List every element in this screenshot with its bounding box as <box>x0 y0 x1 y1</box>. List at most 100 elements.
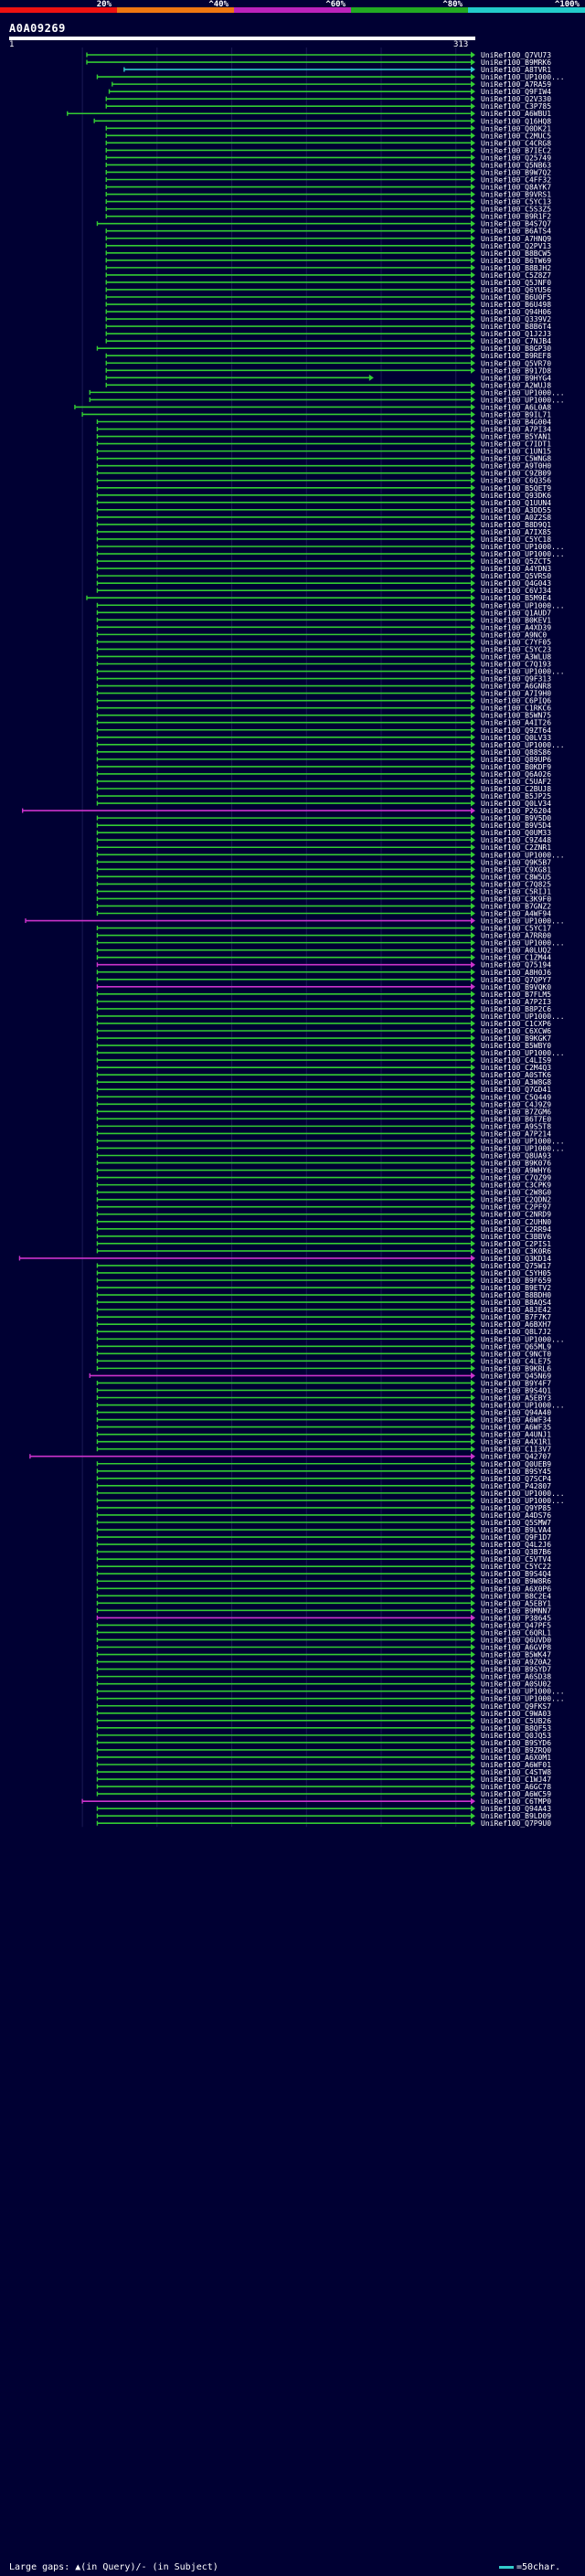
hit-label[interactable]: UniRef100_A5EBY3 <box>481 1394 551 1402</box>
hit-label[interactable]: UniRef100_Q0LV33 <box>481 734 551 742</box>
hit-label[interactable]: UniRef100_C6PIQ6 <box>481 697 551 705</box>
hit-label[interactable]: UniRef100_C4STW8 <box>481 1768 551 1776</box>
hit-label[interactable]: UniRef100_UP1000... <box>481 1049 565 1057</box>
hit-label[interactable]: UniRef100_UP1000... <box>481 939 565 948</box>
hit-label[interactable]: UniRef100_B8BCW5 <box>481 249 551 258</box>
hit-label[interactable]: UniRef100_C2W8G0 <box>481 1189 551 1197</box>
hit-label[interactable]: UniRef100_P26204 <box>481 807 551 815</box>
hit-label[interactable]: UniRef100_B9IL71 <box>481 410 551 419</box>
hit-label[interactable]: UniRef100_C2M4Q3 <box>481 1064 551 1072</box>
hit-label[interactable]: UniRef100_Q8AYK7 <box>481 184 551 192</box>
hit-label[interactable]: UniRef100_A4XD39 <box>481 623 551 631</box>
hit-label[interactable]: UniRef100_B6T7E0 <box>481 1115 551 1123</box>
hit-label[interactable]: UniRef100_Q6UVD0 <box>481 1636 551 1644</box>
hit-label[interactable]: UniRef100_B5QET9 <box>481 484 551 493</box>
hit-label[interactable]: UniRef100_B0KDF9 <box>481 763 551 771</box>
hit-label[interactable]: UniRef100_B9KGK7 <box>481 1034 551 1043</box>
hit-label[interactable]: UniRef100_B5JP25 <box>481 792 551 800</box>
hit-label[interactable]: UniRef100_B9REF8 <box>481 352 551 360</box>
hit-label[interactable]: UniRef100_Q9F313 <box>481 675 551 684</box>
hit-label[interactable]: UniRef100_C3K9F0 <box>481 895 551 903</box>
hit-label[interactable]: UniRef100_B9LD09 <box>481 1812 551 1820</box>
hit-label[interactable]: UniRef100_Q75W17 <box>481 1262 551 1270</box>
hit-label[interactable]: UniRef100_A0SU02 <box>481 1680 551 1689</box>
hit-label[interactable]: UniRef100_Q94A40 <box>481 1409 551 1417</box>
hit-label[interactable]: UniRef100_A6GNR8 <box>481 683 551 691</box>
hit-label[interactable]: UniRef100_B9W7Q2 <box>481 168 551 176</box>
hit-label[interactable]: UniRef100_B8B6T4 <box>481 323 551 331</box>
hit-label[interactable]: UniRef100_UP1000... <box>481 917 565 926</box>
hit-label[interactable]: UniRef100_A7RA59 <box>481 80 551 89</box>
hit-label[interactable]: UniRef100_C9WA03 <box>481 1710 551 1718</box>
hit-label[interactable]: UniRef100_UP1000... <box>481 1012 565 1021</box>
hit-label[interactable]: UniRef100_A0STK6 <box>481 1071 551 1079</box>
hit-label[interactable]: UniRef100_Q0LV34 <box>481 800 551 808</box>
hit-label[interactable]: UniRef100_B7FLM5 <box>481 991 551 999</box>
hit-label[interactable]: UniRef100_C1ZM44 <box>481 954 551 962</box>
hit-label[interactable]: UniRef100_Q9F1D7 <box>481 1533 551 1542</box>
hit-label[interactable]: UniRef100_A4X1R1 <box>481 1438 551 1447</box>
hit-label[interactable]: UniRef100_UP1000... <box>481 543 565 551</box>
hit-label[interactable]: UniRef100_A9T0H0 <box>481 462 551 471</box>
hit-label[interactable]: UniRef100_A7P214 <box>481 1129 551 1138</box>
hit-label[interactable]: UniRef100_C6VJ34 <box>481 587 551 595</box>
hit-label[interactable]: UniRef100_Q7GD41 <box>481 1086 551 1094</box>
hit-label[interactable]: UniRef100_C1I3V7 <box>481 1446 551 1454</box>
hit-label[interactable]: UniRef100_A8JE42 <box>481 1306 551 1314</box>
hit-label[interactable]: UniRef100_Q2V330 <box>481 95 551 103</box>
hit-label[interactable]: UniRef100_Q94H06 <box>481 308 551 316</box>
hit-label[interactable]: UniRef100_C5YC13 <box>481 198 551 207</box>
hit-label[interactable]: UniRef100_B8BJH2 <box>481 264 551 272</box>
hit-label[interactable]: UniRef100_B5WBY0 <box>481 1042 551 1050</box>
hit-label[interactable]: UniRef100_A6WF01 <box>481 1761 551 1769</box>
hit-label[interactable]: UniRef100_C2QDN2 <box>481 1196 551 1204</box>
hit-label[interactable]: UniRef100_Q1AUD7 <box>481 609 551 617</box>
hit-label[interactable]: UniRef100_Q94A43 <box>481 1805 551 1813</box>
hit-label[interactable]: UniRef100_B5WN75 <box>481 712 551 720</box>
hit-label[interactable]: UniRef100_C4J9Z9 <box>481 1100 551 1108</box>
hit-label[interactable]: UniRef100_C6Q356 <box>481 477 551 485</box>
hit-label[interactable]: UniRef100_UP1000... <box>481 73 565 81</box>
hit-label[interactable]: UniRef100_P42807 <box>481 1482 551 1490</box>
hit-label[interactable]: UniRef100_C9NCT0 <box>481 1350 551 1358</box>
hit-label[interactable]: UniRef100_Q47PF5 <box>481 1621 551 1629</box>
hit-label[interactable]: UniRef100_C1RKC6 <box>481 705 551 713</box>
hit-label[interactable]: UniRef100_C2RR94 <box>481 1225 551 1234</box>
hit-label[interactable]: UniRef100_A7RR00 <box>481 932 551 940</box>
hit-label[interactable]: UniRef100_Q65ML9 <box>481 1342 551 1351</box>
hit-label[interactable]: UniRef100_A6SD38 <box>481 1673 551 1681</box>
hit-label[interactable]: UniRef100_B9W8R6 <box>481 1577 551 1585</box>
hit-label[interactable]: UniRef100_A4YDN3 <box>481 565 551 573</box>
hit-label[interactable]: UniRef100_A3DD55 <box>481 506 551 514</box>
hit-label[interactable]: UniRef100_B9ETV2 <box>481 1284 551 1292</box>
hit-label[interactable]: UniRef100_A6L0A8 <box>481 403 551 411</box>
hit-label[interactable]: UniRef100_B8QF53 <box>481 1724 551 1733</box>
hit-label[interactable]: UniRef100_UP1000... <box>481 1688 565 1696</box>
hit-label[interactable]: UniRef100_C9XG81 <box>481 865 551 874</box>
hit-label[interactable]: UniRef100_A6X0P6 <box>481 1585 551 1593</box>
hit-label[interactable]: UniRef100_Q0UM33 <box>481 829 551 837</box>
hit-label[interactable]: UniRef100_A6WC59 <box>481 1790 551 1798</box>
hit-label[interactable]: UniRef100_A8TVR1 <box>481 66 551 74</box>
hit-label[interactable]: UniRef100_Q5SMW7 <box>481 1519 551 1527</box>
hit-label[interactable]: UniRef100_A9Z0A2 <box>481 1659 551 1667</box>
hit-label[interactable]: UniRef100_Q5VR70 <box>481 359 551 367</box>
hit-label[interactable]: UniRef100_A4UNJ1 <box>481 1431 551 1439</box>
hit-label[interactable]: UniRef100_C2MUC5 <box>481 132 551 140</box>
hit-label[interactable]: UniRef100_UP1000... <box>481 601 565 610</box>
hit-label[interactable]: UniRef100_B5M9E4 <box>481 594 551 602</box>
hit-label[interactable]: UniRef100_B8AQS4 <box>481 1299 551 1307</box>
hit-label[interactable]: UniRef100_Q3B7B6 <box>481 1548 551 1556</box>
hit-label[interactable]: UniRef100_C3BBV6 <box>481 1233 551 1241</box>
hit-label[interactable]: UniRef100_Q7QPY7 <box>481 976 551 984</box>
hit-label[interactable]: UniRef100_C4FF32 <box>481 176 551 185</box>
hit-label[interactable]: UniRef100_B9F659 <box>481 1277 551 1285</box>
hit-label[interactable]: UniRef100_Q7SCP4 <box>481 1475 551 1483</box>
hit-label[interactable]: UniRef100_A7PI34 <box>481 426 551 434</box>
hit-label[interactable]: UniRef100_UP1000... <box>481 388 565 397</box>
hit-label[interactable]: UniRef100_C6QRL1 <box>481 1628 551 1637</box>
hit-label[interactable]: UniRef100_Q339V2 <box>481 315 551 323</box>
hit-label[interactable]: UniRef100_Q89UP6 <box>481 756 551 764</box>
hit-label[interactable]: UniRef100_A5EBY1 <box>481 1599 551 1607</box>
hit-label[interactable]: UniRef100_B9R1F2 <box>481 213 551 221</box>
